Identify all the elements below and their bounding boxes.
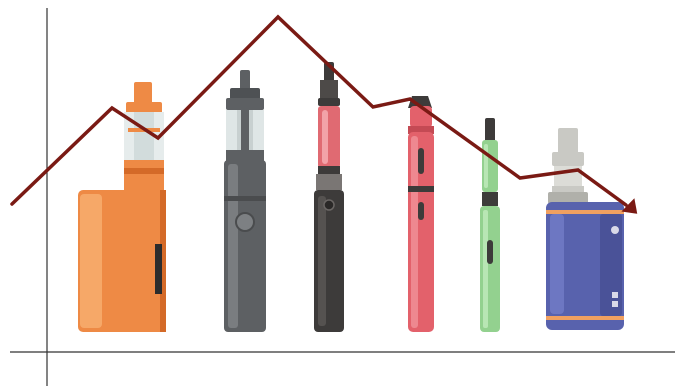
red-vape-pen-icon bbox=[408, 96, 434, 332]
orange-box-mod-icon bbox=[78, 82, 166, 332]
gray-vape-pen-icon bbox=[224, 70, 266, 332]
black-pink-tank-pen-icon bbox=[314, 62, 344, 332]
arrowhead-icon bbox=[621, 198, 638, 214]
declining-trend-arrow bbox=[10, 14, 638, 214]
trend-line bbox=[10, 14, 628, 207]
blue-box-mod-icon bbox=[546, 128, 624, 330]
chart-axes bbox=[10, 8, 675, 386]
